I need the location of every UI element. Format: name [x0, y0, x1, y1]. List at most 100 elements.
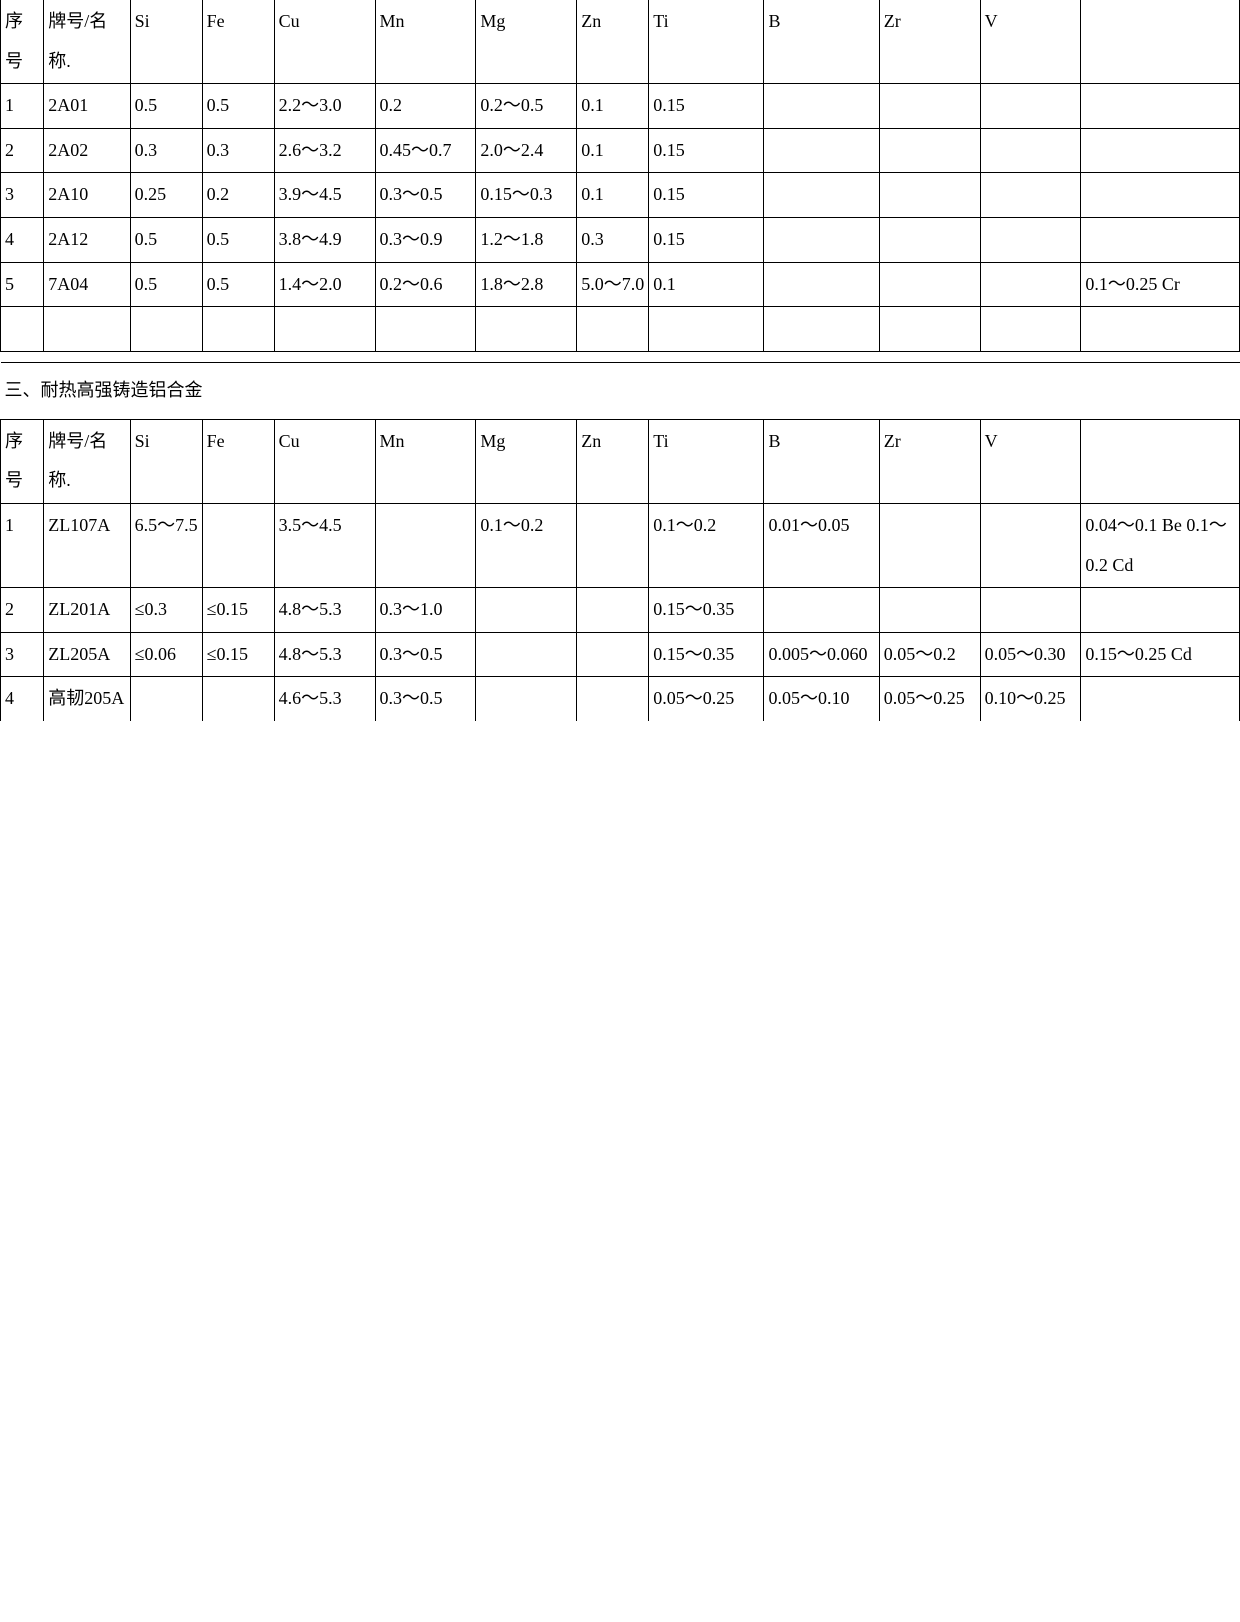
table-cell [879, 84, 980, 129]
table-cell: 0.2～0.6 [375, 262, 476, 307]
header-zn: Zn [577, 419, 649, 503]
table-cell: ≤0.15 [202, 588, 274, 633]
table-cell: 1.4～2.0 [274, 262, 375, 307]
table-cell: 0.15～0.35 [649, 588, 764, 633]
table-cell: 4.8～5.3 [274, 632, 375, 677]
table-cell [879, 262, 980, 307]
table-cell: 0.15～0.3 [476, 173, 577, 218]
table-cell [980, 128, 1081, 173]
header-name: 牌号/名称. [44, 419, 130, 503]
header-mg: Mg [476, 0, 577, 84]
header-seq: 序号 [1, 0, 44, 84]
table-cell: 0.3～0.5 [375, 173, 476, 218]
table-cell [577, 588, 649, 633]
table-cell [879, 128, 980, 173]
header-si: Si [130, 0, 202, 84]
table-cell: 1 [1, 503, 44, 587]
alloy-table-1: 序号 牌号/名称. Si Fe Cu Mn Mg Zn Ti B Zr V 12… [0, 0, 1240, 352]
table-cell [980, 262, 1081, 307]
table-cell: ZL107A [44, 503, 130, 587]
table-cell: 0.05～0.25 [649, 677, 764, 721]
table-row: 42A120.50.53.8～4.90.3～0.91.2～1.80.30.15 [1, 217, 1240, 262]
table-cell [1081, 217, 1240, 262]
header-mn: Mn [375, 0, 476, 84]
header-zr: Zr [879, 0, 980, 84]
table-cell: 7A04 [44, 262, 130, 307]
table-cell: 2A10 [44, 173, 130, 218]
table-cell: 0.3～0.9 [375, 217, 476, 262]
table-cell: 0.5 [202, 84, 274, 129]
table-cell: 0.5 [130, 217, 202, 262]
table-cell: 3 [1, 173, 44, 218]
table-cell: 0.3～0.5 [375, 632, 476, 677]
table-cell: 0.10～0.25 [980, 677, 1081, 721]
table-cell: 0.05～0.30 [980, 632, 1081, 677]
table-cell [764, 262, 879, 307]
table-cell: 3.8～4.9 [274, 217, 375, 262]
table-cell [202, 677, 274, 721]
table-cell: 0.3 [577, 217, 649, 262]
table-cell: 0.5 [130, 84, 202, 129]
alloy-table-2: 三、耐热高强铸造铝合金 序号 牌号/名称. Si Fe Cu Mn Mg Zn … [0, 362, 1240, 721]
table-cell: ≤0.3 [130, 588, 202, 633]
table-cell: 0.2 [375, 84, 476, 129]
table-cell: 0.15 [649, 217, 764, 262]
table-cell [879, 217, 980, 262]
table-cell: 0.2～0.5 [476, 84, 577, 129]
header-mn: Mn [375, 419, 476, 503]
table-cell: ≤0.15 [202, 632, 274, 677]
table-row: 12A010.50.52.2～3.00.20.2～0.50.10.15 [1, 84, 1240, 129]
header-mg: Mg [476, 419, 577, 503]
table-cell: 5.0～7.0 [577, 262, 649, 307]
table-cell: 4.6～5.3 [274, 677, 375, 721]
table-row: 2ZL201A≤0.3≤0.154.8～5.30.3～1.0 0.15～0.35 [1, 588, 1240, 633]
table-cell: 4.8～5.3 [274, 588, 375, 633]
table-cell: 0.1 [577, 128, 649, 173]
table-cell: 0.3～1.0 [375, 588, 476, 633]
table-row: 32A100.250.23.9～4.50.3～0.50.15～0.30.10.1… [1, 173, 1240, 218]
header-v: V [980, 419, 1081, 503]
table-cell: 5 [1, 262, 44, 307]
table-cell: 0.1 [577, 173, 649, 218]
table-cell [375, 503, 476, 587]
table-cell: 4 [1, 677, 44, 721]
table-cell: 0.3～0.5 [375, 677, 476, 721]
header-extra [1081, 419, 1240, 503]
table-row: 4高韧205A4.6～5.30.3～0.50.05～0.250.05～0.100… [1, 677, 1240, 721]
table-cell: ZL201A [44, 588, 130, 633]
table-cell [476, 588, 577, 633]
table-cell [764, 588, 879, 633]
table-cell [764, 173, 879, 218]
table-cell: 2 [1, 128, 44, 173]
header-si: Si [130, 419, 202, 503]
table-cell [980, 217, 1081, 262]
table-row: 1ZL107A6.5～7.53.5～4.50.1～0.20.1～0.20.01～… [1, 503, 1240, 587]
table-cell: 3.5～4.5 [274, 503, 375, 587]
header-b: B [764, 0, 879, 84]
table-cell: 0.15 [649, 128, 764, 173]
table-cell: 0.1～0.25 Cr [1081, 262, 1240, 307]
table-cell: 2.6～3.2 [274, 128, 375, 173]
table-cell [980, 503, 1081, 587]
header-ti: Ti [649, 0, 764, 84]
table-cell: ZL205A [44, 632, 130, 677]
table-header-row: 序号 牌号/名称. Si Fe Cu Mn Mg Zn Ti B Zr V [1, 419, 1240, 503]
table-cell: 2 [1, 588, 44, 633]
table-cell: 2A12 [44, 217, 130, 262]
header-zr: Zr [879, 419, 980, 503]
table-cell: 0.05～0.2 [879, 632, 980, 677]
table-cell: 0.1～0.2 [649, 503, 764, 587]
table-cell [1081, 173, 1240, 218]
table-cell: 0.15 [649, 173, 764, 218]
header-fe: Fe [202, 0, 274, 84]
header-cu: Cu [274, 419, 375, 503]
table-cell [1081, 677, 1240, 721]
table-cell: 0.15～0.35 [649, 632, 764, 677]
section-title-row: 三、耐热高强铸造铝合金 [1, 363, 1240, 420]
table-cell: 2.2～3.0 [274, 84, 375, 129]
header-seq: 序号 [1, 419, 44, 503]
section-title: 三、耐热高强铸造铝合金 [1, 363, 1240, 420]
table-cell [1081, 128, 1240, 173]
table-cell: 0.1～0.2 [476, 503, 577, 587]
table-row: 22A020.30.32.6～3.20.45～0.72.0～2.40.10.15 [1, 128, 1240, 173]
